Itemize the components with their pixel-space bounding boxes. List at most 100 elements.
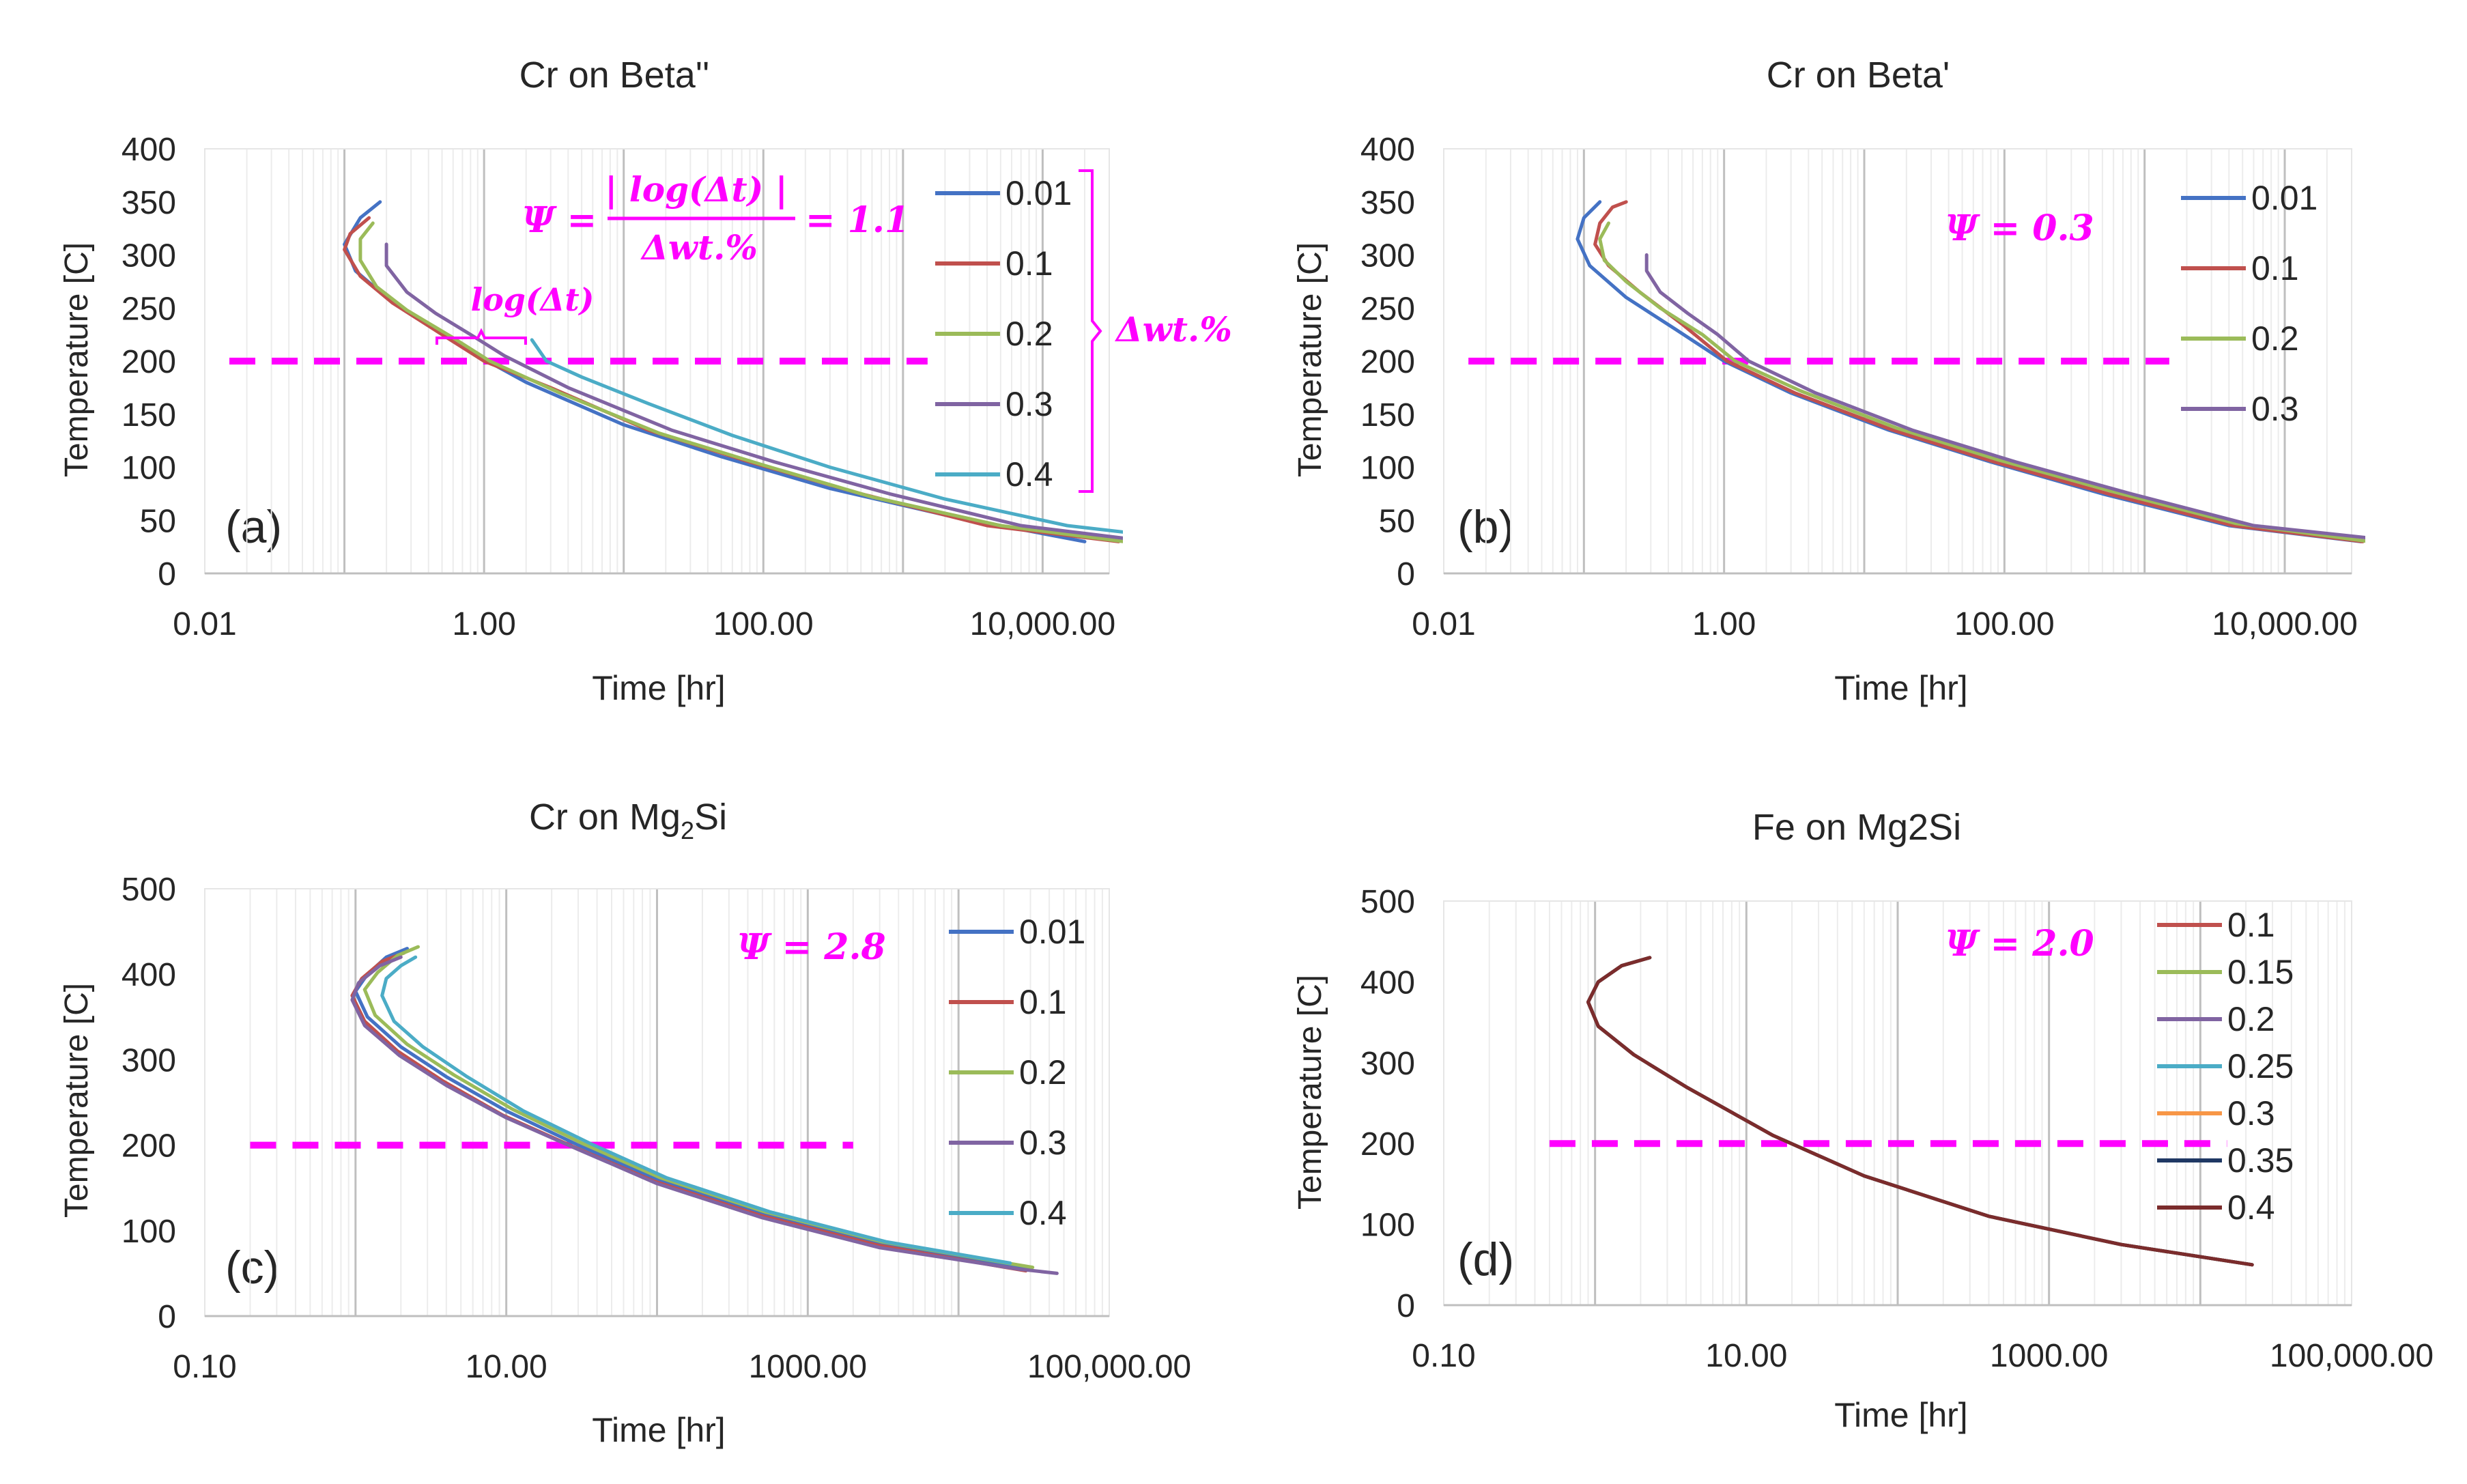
y-tick-label: 150 bbox=[1360, 397, 1415, 433]
y-tick-label: 400 bbox=[1360, 965, 1415, 1001]
y-tick-label: 400 bbox=[122, 132, 176, 168]
y-tick-label: 300 bbox=[122, 1042, 176, 1079]
series-line-0.3 bbox=[350, 955, 1059, 1275]
x-tick-label: 0.10 bbox=[173, 1349, 236, 1385]
y-tick-label: 200 bbox=[1360, 344, 1415, 380]
x-tick-label: 100.00 bbox=[1954, 606, 2055, 642]
panel-b: Cr on Beta' Time [hr] Temperature [C] (b… bbox=[1292, 55, 2365, 707]
legend-label: 0.2 bbox=[1006, 315, 1053, 353]
x-tick-label: 1.00 bbox=[452, 606, 515, 642]
title-end: Si bbox=[694, 797, 727, 838]
y-tick-label: 100 bbox=[122, 451, 176, 487]
series-line-0.1 bbox=[1586, 956, 2254, 1267]
plot-area: 0 100 200 300 400 500 0.10 10.00 1000.00 100,000.… bbox=[1360, 884, 2434, 1374]
series-line-0.3 bbox=[384, 242, 1123, 540]
legend-label: 0.1 bbox=[1006, 244, 1053, 283]
legend-label: 0.2 bbox=[1019, 1053, 1067, 1091]
legend-label: 0.4 bbox=[1019, 1194, 1067, 1232]
x-tick-label: 1000.00 bbox=[1990, 1338, 2109, 1374]
psi-lhs: Ψ = bbox=[522, 199, 597, 241]
y-tick-label: 0 bbox=[158, 556, 176, 593]
legend-label: 0.2 bbox=[2227, 1000, 2275, 1038]
x-tick-label: 100,000.00 bbox=[2270, 1338, 2434, 1374]
legend-label: 0.3 bbox=[1019, 1124, 1067, 1162]
legend-label: 0.01 bbox=[1019, 913, 1085, 951]
psi-value: = 1.1 bbox=[805, 199, 909, 241]
log-dt-brace bbox=[436, 328, 527, 345]
legend-label: 0.3 bbox=[2227, 1094, 2275, 1132]
y-tick-label: 250 bbox=[122, 291, 176, 327]
series-line-0.3 bbox=[1644, 253, 2365, 539]
legend-label: 0.15 bbox=[2227, 953, 2294, 991]
y-tick-label: 400 bbox=[122, 957, 176, 993]
series-line-0.01 bbox=[1575, 200, 2363, 543]
axis-labels: Time [hr] Temperature [C] bbox=[1292, 242, 1968, 707]
y-tick-label: 200 bbox=[122, 1128, 176, 1165]
chart-title: Fe on Mg2Si bbox=[1752, 807, 1961, 848]
legend-label: 0.4 bbox=[2227, 1188, 2275, 1227]
panel-a: Cr on Beta'' Time [hr] Temperature [C] (… bbox=[59, 55, 1232, 707]
series-line-0.2 bbox=[358, 221, 1123, 543]
chart-title: Cr on Beta' bbox=[1767, 55, 1950, 96]
legend: 0.01 0.1 0.2 0.3 0.4 bbox=[935, 174, 1072, 494]
y-tick-label: 350 bbox=[1360, 185, 1415, 221]
y-tick-label: 300 bbox=[1360, 1046, 1415, 1082]
panel-d: Fe on Mg2Si Time [hr] Temperature [C] (d… bbox=[1292, 807, 2434, 1434]
legend-label: 0.4 bbox=[1006, 455, 1053, 494]
series-group bbox=[1586, 956, 2254, 1267]
x-axis-label: Time [hr] bbox=[592, 1411, 725, 1449]
x-tick-label: 1.00 bbox=[1692, 606, 1756, 642]
legend-label: 0.25 bbox=[2227, 1047, 2294, 1085]
legend-label: 0.35 bbox=[2227, 1141, 2294, 1180]
y-tick-label: 200 bbox=[1360, 1126, 1415, 1162]
y-axis-label: Temperature [C] bbox=[59, 983, 95, 1218]
axis-labels: Time [hr] Temperature [C] bbox=[59, 242, 726, 707]
y-tick-label: 100 bbox=[1360, 451, 1415, 487]
legend-label: 0.1 bbox=[2251, 249, 2299, 287]
legend: 0.01 0.1 0.2 0.3 bbox=[2181, 179, 2318, 428]
panel-c: Cr on Mg2Si Time [hr] Temperature [C] (c… bbox=[59, 797, 1191, 1449]
series-line-0.4 bbox=[380, 955, 1012, 1265]
panel-label: (a) bbox=[225, 501, 282, 553]
x-tick-label: 0.01 bbox=[173, 606, 236, 642]
legend: 0.1 0.15 0.2 0.25 0.3 0.35 0.4 bbox=[2157, 906, 2294, 1227]
chart-title: Cr on Mg2Si bbox=[529, 797, 727, 844]
series-line-0.35 bbox=[1586, 956, 2254, 1267]
x-tick-label: 1000.00 bbox=[749, 1349, 868, 1385]
series-line-0.1 bbox=[1593, 200, 2365, 543]
y-tick-label: 0 bbox=[1397, 1288, 1415, 1324]
axis-labels: Time [hr] Temperature [C] bbox=[1292, 975, 1968, 1434]
x-axis-label: Time [hr] bbox=[1834, 1396, 1967, 1434]
x-tick-label: 10,000.00 bbox=[970, 606, 1116, 642]
y-tick-label: 0 bbox=[158, 1299, 176, 1335]
x-tick-label: 0.01 bbox=[1412, 606, 1475, 642]
y-tick-label: 250 bbox=[1360, 291, 1415, 327]
legend-label: 0.3 bbox=[1006, 385, 1053, 423]
x-tick-label: 100,000.00 bbox=[1027, 1349, 1191, 1385]
legend-label: 0.2 bbox=[2251, 319, 2299, 358]
legend: 0.01 0.1 0.2 0.3 0.4 bbox=[949, 913, 1085, 1232]
psi-annotation: Ψ = 0.3 bbox=[1945, 208, 2094, 249]
series-group bbox=[350, 945, 1059, 1275]
log-dt-label: log(Δt) bbox=[471, 281, 595, 318]
y-tick-label: 100 bbox=[122, 1214, 176, 1250]
y-tick-label: 50 bbox=[1379, 503, 1415, 539]
dwt-label: Δwt.% bbox=[1114, 309, 1232, 349]
x-tick-label: 10.00 bbox=[1705, 1338, 1787, 1374]
x-tick-label: 10,000.00 bbox=[2212, 606, 2358, 642]
panel-label: (d) bbox=[1457, 1233, 1514, 1285]
y-axis-label: Temperature [C] bbox=[1292, 975, 1328, 1210]
series-line-0.4 bbox=[1586, 956, 2254, 1267]
minor-gridlines bbox=[1488, 901, 2345, 1305]
legend-label: 0.3 bbox=[2251, 390, 2299, 428]
series-line-0.25 bbox=[1586, 956, 2254, 1267]
x-axis-label: Time [hr] bbox=[1834, 669, 1967, 707]
plot-area: 0 50 100 150 200 250 300 350 400 0.01 1.00 100.00 10… bbox=[122, 132, 1123, 642]
series-line-0.01 bbox=[354, 947, 1032, 1271]
x-tick-label: 100.00 bbox=[713, 606, 814, 642]
major-gridlines bbox=[1594, 901, 2201, 1305]
chart-title: Cr on Beta'' bbox=[519, 55, 710, 96]
series-line-0.15 bbox=[1586, 956, 2254, 1267]
legend-label: 0.1 bbox=[1019, 983, 1067, 1021]
x-axis-label: Time [hr] bbox=[592, 669, 725, 707]
